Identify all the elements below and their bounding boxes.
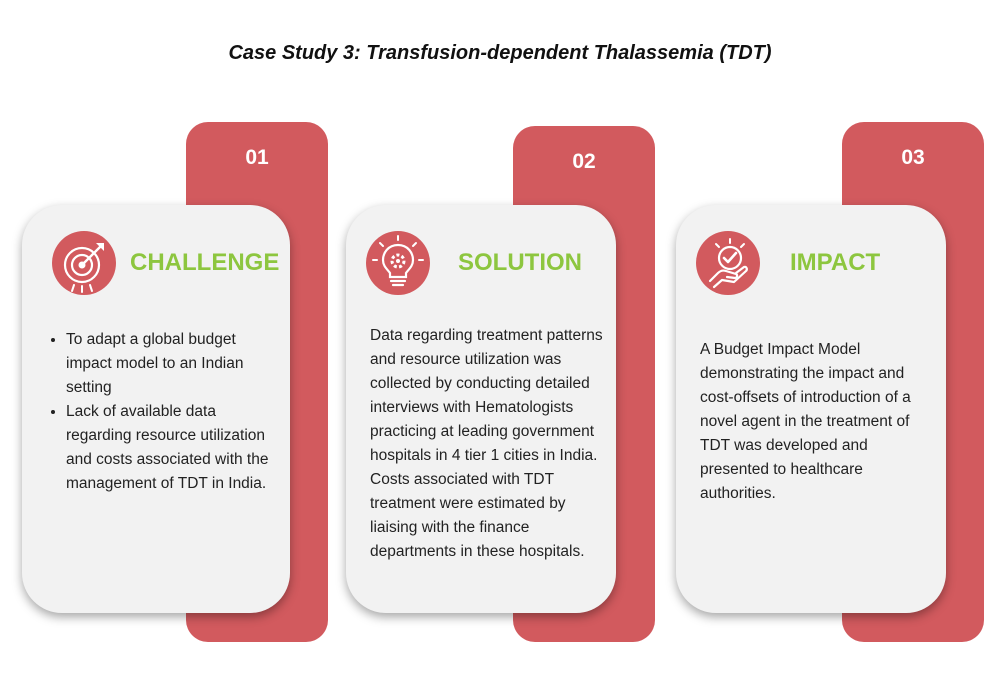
card-body: Data regarding treatment patterns and re… <box>370 327 603 560</box>
lightbulb-gear-icon <box>372 235 424 287</box>
icon-badge <box>366 231 430 295</box>
target-icon <box>63 243 104 293</box>
icon-badge <box>696 231 760 295</box>
solution-card: SOLUTION Data regarding treatment patter… <box>346 205 616 613</box>
card-heading: SOLUTION <box>458 249 582 276</box>
step-number-03: 03 <box>901 146 925 169</box>
list-item: To adapt a global budget impact model to… <box>66 328 279 400</box>
challenge-card: CHALLENGE To adapt a global budget impac… <box>22 205 290 613</box>
icon-badge <box>52 231 116 295</box>
hand-check-icon <box>708 238 748 289</box>
card-heading: IMPACT <box>790 249 881 276</box>
card-body: To adapt a global budget impact model to… <box>44 328 279 496</box>
page-title: Case Study 3: Transfusion-dependent Thal… <box>228 42 772 64</box>
impact-card: IMPACT A Budget Impact Model demonstrati… <box>676 205 946 613</box>
step-number-01: 01 <box>245 146 269 169</box>
card-body: A Budget Impact Model demonstrating the … <box>700 341 911 502</box>
list-item: Lack of available data regarding resourc… <box>66 400 279 496</box>
step-number-02: 02 <box>572 150 596 173</box>
card-heading: CHALLENGE <box>130 249 280 276</box>
